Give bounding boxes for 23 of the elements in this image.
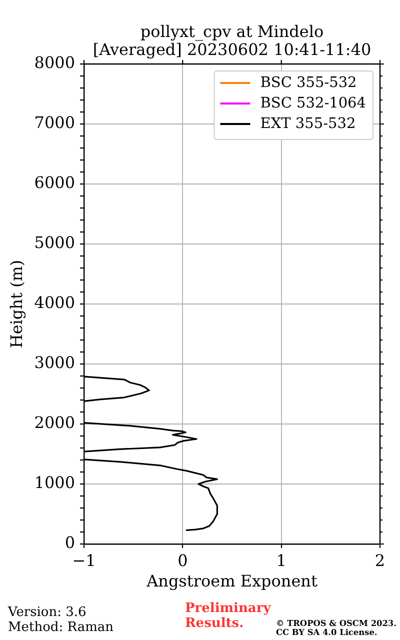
x-tick-label: 2 bbox=[374, 550, 386, 570]
y-tick-label: 8000 bbox=[34, 53, 75, 72]
y-tick-label: 5000 bbox=[34, 233, 75, 252]
text: Version: 3.6 bbox=[8, 605, 86, 621]
y-tick-label: 0 bbox=[64, 533, 75, 552]
x-tick-label: −1 bbox=[72, 550, 96, 570]
text: Method: Raman bbox=[8, 620, 114, 636]
x-tick-label: 1 bbox=[276, 550, 286, 570]
legend-label: BSC 532-1064 bbox=[260, 95, 366, 112]
y-tick-label: 7000 bbox=[34, 113, 75, 132]
y-tick-label: 1000 bbox=[34, 473, 75, 492]
y-axis-title: Height (m) bbox=[6, 260, 26, 348]
text: © TROPOS & OSCM 2023. CC BY SA 4.0 License. bbox=[276, 618, 398, 638]
y-tick-label: 6000 bbox=[34, 173, 75, 192]
y-tick-label: 3000 bbox=[34, 353, 75, 372]
y-tick-label: 2000 bbox=[34, 413, 75, 432]
x-axis-title: Angstroem Exponent bbox=[146, 572, 318, 591]
text: Preliminary Results. bbox=[185, 601, 272, 632]
y-tick-label: 4000 bbox=[34, 293, 75, 312]
legend-label: BSC 355-532 bbox=[260, 74, 357, 91]
chart-title: pollyxt_cpv at Mindelo [Averaged] 20230602 10:41-11:40 bbox=[92, 22, 372, 60]
legend-label: EXT 355-532 bbox=[260, 116, 356, 132]
x-tick-label: 0 bbox=[178, 550, 188, 570]
